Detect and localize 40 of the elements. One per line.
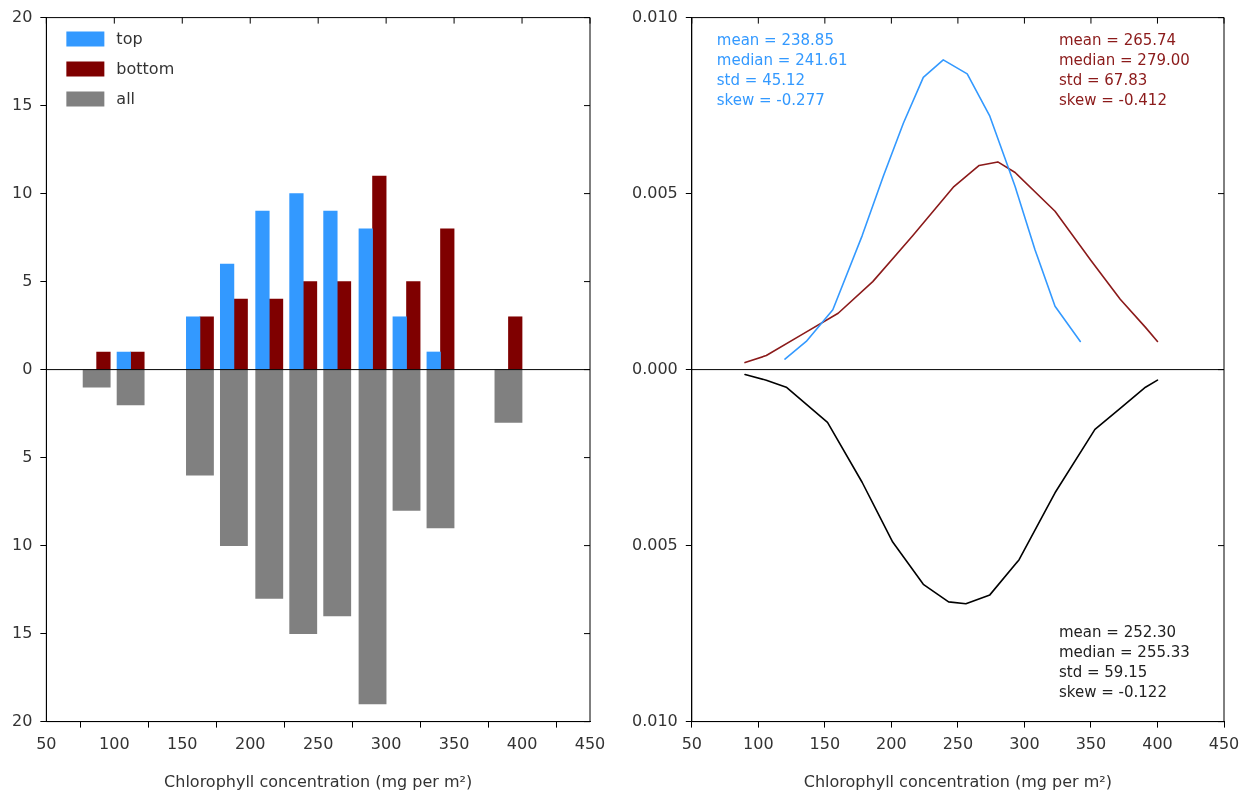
legend-label: bottom	[116, 58, 175, 78]
y-tick-label: 15	[12, 94, 33, 114]
y-tick-label: 0.005	[631, 534, 678, 554]
y-tick-label: 10	[12, 534, 33, 554]
legend-label: all	[116, 88, 136, 108]
y-tick-label: 0	[22, 358, 33, 378]
y-tick-label: 20	[12, 6, 33, 26]
x-tick-label: 200	[234, 734, 266, 754]
y-tick-label: 5	[22, 270, 33, 290]
annotation: mean = 238.85 median = 241.61 std = 45.12 skew = -0.277	[716, 30, 848, 109]
x-tick-label: 100	[743, 734, 774, 754]
x-tick-label: 350	[1075, 734, 1107, 754]
x-tick-label: 200	[876, 734, 907, 754]
annotation: mean = 265.74 median = 279.00 std = 67.83 skew = -0.412	[1059, 30, 1190, 109]
x-axis-title: Chlorophyll concentration (mg per m²)	[164, 771, 473, 791]
x-tick-label: 450	[574, 734, 606, 754]
y-tick-label: 5	[22, 446, 33, 466]
x-tick-label: 400	[1142, 734, 1173, 754]
x-tick-label: 100	[99, 734, 130, 754]
y-tick-label: 20	[12, 710, 33, 730]
x-tick-label: 300	[1009, 734, 1040, 754]
y-tick-label: 15	[12, 622, 33, 642]
x-tick-label: 450	[1208, 734, 1240, 754]
x-tick-label: 350	[438, 734, 470, 754]
legend-label: top	[116, 28, 143, 48]
x-tick-label: 250	[942, 734, 974, 754]
y-tick-label: 0.010	[631, 6, 678, 26]
y-tick-label: 0.010	[631, 710, 678, 730]
y-tick-label: 0.000	[631, 358, 678, 378]
annotation: mean = 252.30 median = 255.33 std = 59.15 skew = -0.122	[1059, 622, 1190, 701]
x-tick-label: 50	[681, 734, 702, 754]
x-tick-label: 250	[302, 734, 334, 754]
y-tick-label: 10	[12, 182, 33, 202]
x-tick-label: 150	[167, 734, 198, 754]
x-tick-label: 400	[506, 734, 538, 754]
x-tick-label: 300	[370, 734, 402, 754]
y-tick-label: 0.005	[631, 182, 678, 202]
x-axis-title: Chlorophyll concentration (mg per m²)	[803, 771, 1112, 791]
x-tick-label: 50	[36, 734, 57, 754]
x-tick-label: 150	[809, 734, 841, 754]
